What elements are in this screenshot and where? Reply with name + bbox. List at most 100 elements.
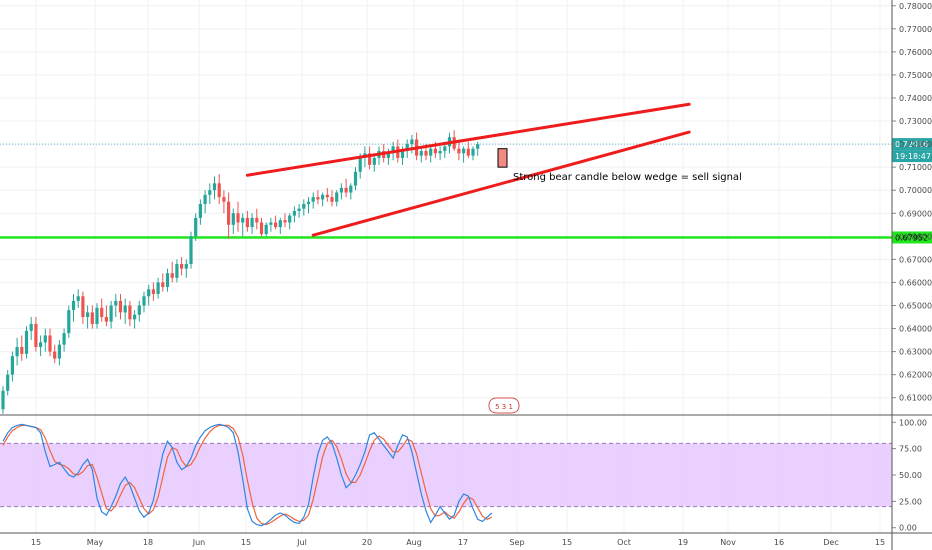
- candle-body: [231, 213, 235, 225]
- x-tick-label: Dec: [823, 538, 838, 547]
- y-tick-label: 0.65000: [899, 301, 932, 310]
- candle-body: [269, 222, 273, 225]
- last-price-label: 0.72016: [895, 140, 928, 149]
- x-tick-label: Nov: [720, 538, 736, 547]
- candle-body: [386, 153, 390, 158]
- y-tick-label: 0.67000: [899, 255, 932, 264]
- candle-body: [53, 351, 57, 359]
- x-tick-label: 15: [241, 538, 251, 547]
- candle-body: [349, 185, 353, 193]
- candle-body: [227, 201, 231, 225]
- event-badge[interactable]: 5 3 1: [488, 397, 520, 414]
- candle-body: [194, 217, 198, 237]
- support-level[interactable]: 0.67952: [0, 231, 932, 244]
- x-tick-label: 20: [362, 538, 372, 547]
- y-tick-label: 0.70000: [899, 186, 932, 195]
- candle-body: [71, 300, 76, 311]
- candle-body: [156, 282, 160, 294]
- stochastic-lines: [2, 423, 493, 527]
- candle-body: [39, 342, 43, 347]
- candle-body: [306, 201, 311, 205]
- candle-body: [325, 194, 329, 198]
- candle-body: [57, 344, 61, 359]
- candle-body: [198, 204, 202, 218]
- candle-body: [15, 346, 19, 357]
- y-tick-label: 0.66000: [899, 278, 932, 287]
- candle-body: [391, 146, 395, 154]
- candle-body: [142, 296, 146, 306]
- candle-body: [405, 144, 409, 152]
- osc-tick-label: 100.00: [899, 418, 927, 427]
- x-tick-label: 18: [143, 538, 153, 547]
- y-tick-label: 0.77000: [899, 25, 932, 34]
- candle-body: [180, 263, 184, 269]
- candle-body: [62, 333, 66, 345]
- y-tick-label: 0.72000: [899, 140, 932, 149]
- x-tick-label: 15: [31, 538, 41, 547]
- candle-body: [208, 190, 212, 195]
- sell-signal-candle[interactable]: [497, 148, 508, 168]
- candle-body: [316, 197, 320, 200]
- y-tick-label: 0.76000: [899, 48, 932, 57]
- candle-body: [6, 374, 10, 391]
- sell-signal-marker[interactable]: [497, 148, 508, 168]
- candle-body: [128, 305, 132, 320]
- candle-body: [302, 204, 306, 209]
- countdown-label: 19:18:47: [895, 152, 931, 161]
- wedge-upper-trendline[interactable]: [245, 102, 691, 177]
- candle-body: [10, 356, 14, 375]
- candle-body: [48, 335, 52, 352]
- x-tick-label: Sep: [509, 538, 524, 547]
- wedge-lower-trendline[interactable]: [311, 130, 691, 237]
- candle-body: [241, 217, 245, 223]
- candle-body: [321, 194, 325, 200]
- osc-tick-label: 0.00: [899, 524, 917, 533]
- candle-body: [189, 236, 193, 264]
- candle-body: [368, 153, 372, 165]
- candle-body: [471, 148, 475, 156]
- wedge-trendlines[interactable]: [245, 102, 691, 237]
- stochastic-d-line: [2, 424, 493, 526]
- candle-body: [184, 263, 188, 269]
- x-tick-label: 19: [678, 538, 688, 547]
- candle-body: [90, 312, 94, 324]
- x-tick-label: May: [87, 538, 104, 547]
- candle-body: [76, 296, 80, 301]
- x-tick-label: Aug: [406, 538, 422, 547]
- candle-body: [443, 146, 447, 152]
- x-tick-label: Jul: [296, 538, 307, 547]
- candle-body: [123, 305, 127, 313]
- candle-body: [67, 310, 71, 334]
- candlesticks: [1, 130, 480, 414]
- x-tick-label: Jun: [192, 538, 206, 547]
- candle-body: [278, 220, 282, 228]
- candle-body: [297, 208, 301, 211]
- candle-body: [81, 296, 85, 318]
- candle-body: [161, 282, 165, 288]
- candle-body: [212, 183, 217, 191]
- osc-tick-label: 75.00: [899, 445, 922, 454]
- candle-body: [165, 273, 170, 288]
- osc-tick-label: 50.00: [899, 471, 922, 480]
- candle-body: [245, 217, 249, 228]
- candle-body: [147, 289, 151, 297]
- last-price-tag: [892, 138, 932, 151]
- candle-body: [203, 194, 207, 205]
- candle-body: [151, 289, 155, 294]
- y-tick-label: 0.68000: [899, 232, 932, 241]
- candle-body: [419, 151, 423, 156]
- stochastic-k-line: [2, 423, 493, 527]
- x-tick-label: 17: [458, 538, 468, 547]
- candle-body: [255, 217, 259, 223]
- candle-body: [429, 148, 433, 156]
- candle-body: [424, 151, 428, 156]
- y-tick-label: 0.73000: [899, 117, 932, 126]
- y-tick-label: 0.62000: [899, 371, 932, 380]
- event-badge-text: 5 3 1: [495, 403, 513, 411]
- candle-body: [43, 335, 47, 343]
- candle-body: [137, 305, 141, 315]
- candle-body: [274, 222, 278, 228]
- candle-body: [259, 222, 264, 235]
